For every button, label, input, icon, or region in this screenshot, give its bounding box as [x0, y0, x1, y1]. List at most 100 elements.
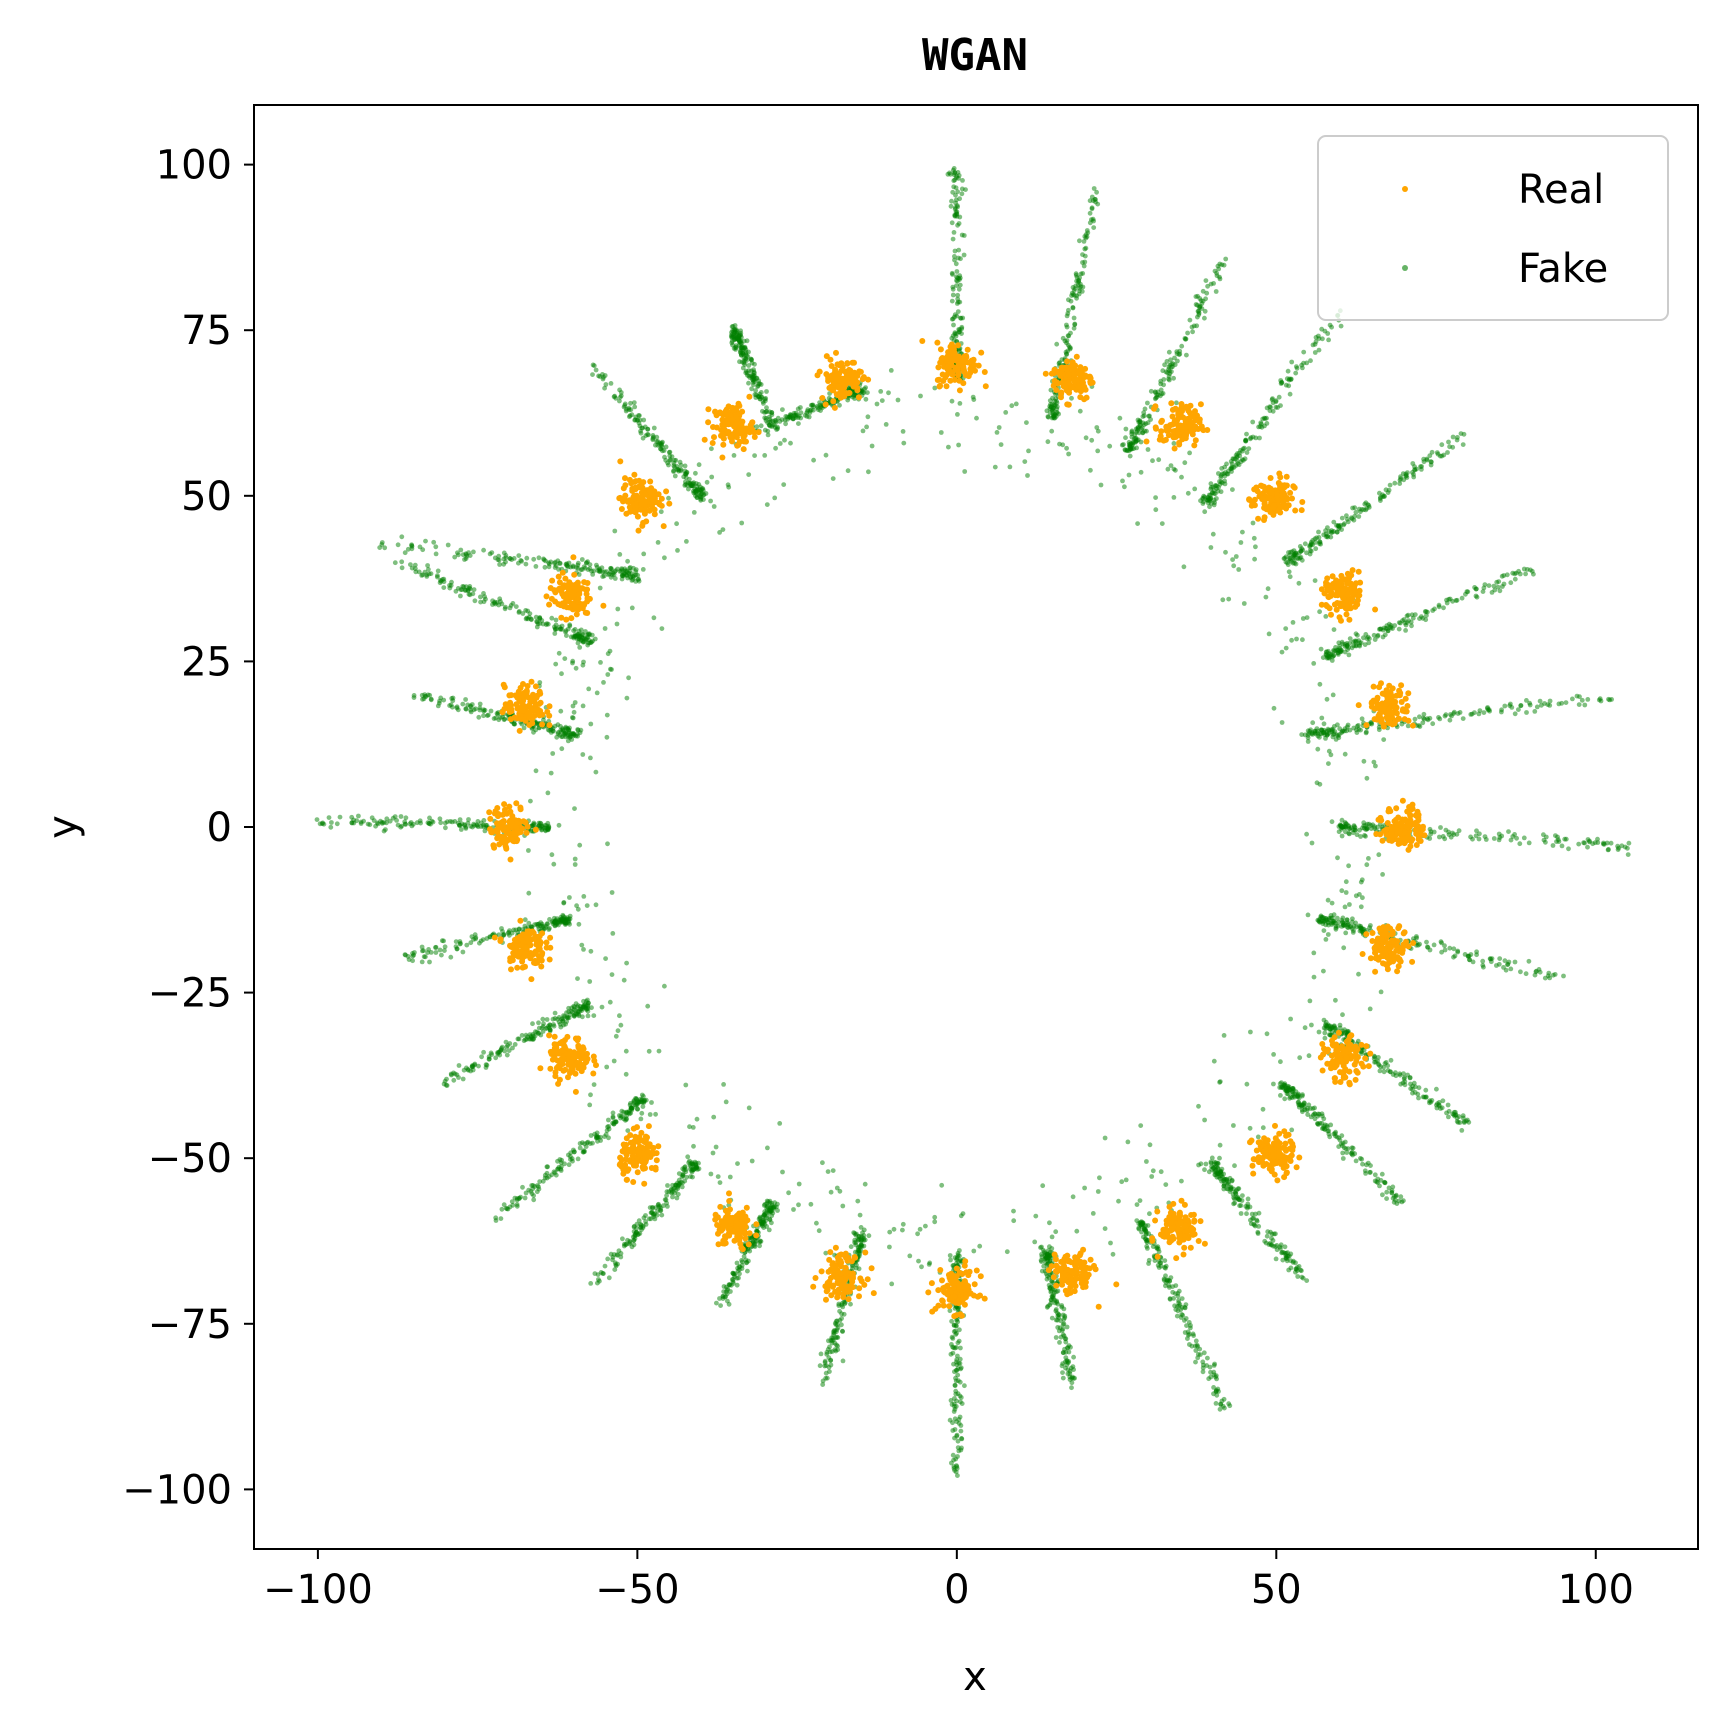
fake-point	[749, 386, 754, 392]
fake-point	[1353, 638, 1359, 644]
fake-point	[683, 1169, 689, 1175]
fake-point	[1206, 1169, 1212, 1175]
fake-point	[1295, 1274, 1301, 1279]
fake-point	[1366, 640, 1372, 646]
fake-point	[1232, 1189, 1238, 1195]
fake-point	[1336, 829, 1342, 835]
fake-point	[756, 394, 762, 399]
fake-point	[1238, 540, 1244, 545]
fake-point	[953, 261, 959, 267]
fake-point	[516, 553, 522, 558]
fake-point	[610, 1115, 616, 1121]
fake-point	[679, 1184, 685, 1190]
fake-point	[1508, 966, 1514, 972]
fake-point	[1107, 443, 1113, 449]
fake-point	[591, 363, 597, 369]
fake-point	[1162, 362, 1167, 368]
fake-point	[891, 1226, 897, 1232]
fake-point	[857, 1212, 863, 1218]
fake-point	[1315, 1111, 1321, 1117]
fake-point	[455, 586, 461, 591]
fake-point	[1166, 1283, 1172, 1288]
fake-point	[1291, 1258, 1296, 1264]
fake-point	[950, 1420, 955, 1426]
fake-point	[587, 562, 593, 567]
fake-point	[1060, 335, 1066, 341]
fake-point	[1200, 288, 1206, 294]
fake-point	[1361, 635, 1366, 641]
fake-point	[1494, 579, 1500, 585]
fake-point	[615, 606, 621, 612]
fake-point	[1184, 352, 1189, 358]
fake-point	[951, 322, 956, 328]
fake-point	[1388, 1069, 1393, 1075]
fake-point	[612, 528, 618, 534]
fake-point	[433, 950, 439, 955]
fake-point	[602, 569, 607, 575]
fake-point	[1045, 1252, 1051, 1257]
fake-point	[1245, 1205, 1250, 1211]
fake-point	[1125, 1139, 1131, 1145]
fake-point	[1180, 1312, 1186, 1318]
fake-point	[1193, 1348, 1199, 1353]
fake-point	[721, 1284, 727, 1289]
fake-point	[632, 404, 638, 410]
fake-point	[458, 593, 463, 599]
fake-point	[449, 579, 454, 585]
fake-point	[745, 1268, 750, 1274]
fake-point	[469, 702, 475, 707]
fake-point	[1054, 341, 1060, 347]
fake-point	[655, 1208, 660, 1214]
fake-point	[1299, 557, 1305, 563]
fake-point	[951, 166, 957, 171]
fake-point	[1446, 1108, 1452, 1114]
fake-point	[1512, 959, 1518, 965]
fake-point	[1397, 481, 1403, 486]
fake-point	[711, 1114, 717, 1120]
plot-area	[314, 166, 1632, 1478]
fake-point	[653, 442, 658, 448]
fake-point	[553, 661, 559, 667]
fake-point	[1480, 589, 1486, 594]
fake-point	[545, 790, 551, 796]
fake-point	[672, 457, 677, 463]
fake-point	[1316, 529, 1321, 535]
fake-point	[1273, 1244, 1278, 1250]
fake-point	[394, 818, 399, 823]
fake-point	[378, 818, 383, 824]
fake-point	[433, 551, 439, 557]
fake-point	[659, 1212, 665, 1218]
fake-point	[1562, 836, 1568, 842]
fake-point	[1064, 445, 1069, 451]
fake-point	[1368, 1169, 1373, 1175]
fake-point	[1346, 652, 1352, 658]
fake-point	[602, 626, 608, 631]
fake-point	[642, 1098, 648, 1103]
fake-point	[1143, 421, 1149, 427]
fake-point	[661, 1203, 666, 1209]
fake-point	[754, 424, 760, 430]
fake-point	[570, 1158, 575, 1164]
fake-point	[1167, 377, 1172, 383]
fake-point	[556, 650, 562, 656]
fake-point	[848, 1301, 853, 1307]
fake-point	[1193, 302, 1199, 307]
fake-point	[708, 498, 713, 504]
fake-point	[956, 221, 962, 226]
fake-point	[1455, 435, 1460, 440]
fake-point	[1344, 641, 1350, 646]
fake-point	[1140, 414, 1146, 419]
fake-point	[1285, 1250, 1290, 1256]
fake-point	[482, 828, 488, 834]
fake-point	[1377, 1068, 1383, 1074]
fake-point	[1175, 1293, 1181, 1299]
fake-point	[1336, 523, 1341, 529]
fake-point	[1304, 550, 1309, 556]
fake-point	[951, 337, 957, 343]
fake-point	[1531, 571, 1536, 577]
fake-point	[441, 585, 447, 590]
fake-point	[753, 388, 758, 393]
fake-point	[1179, 1178, 1184, 1184]
fake-point	[1307, 551, 1313, 557]
fake-point	[399, 534, 405, 540]
